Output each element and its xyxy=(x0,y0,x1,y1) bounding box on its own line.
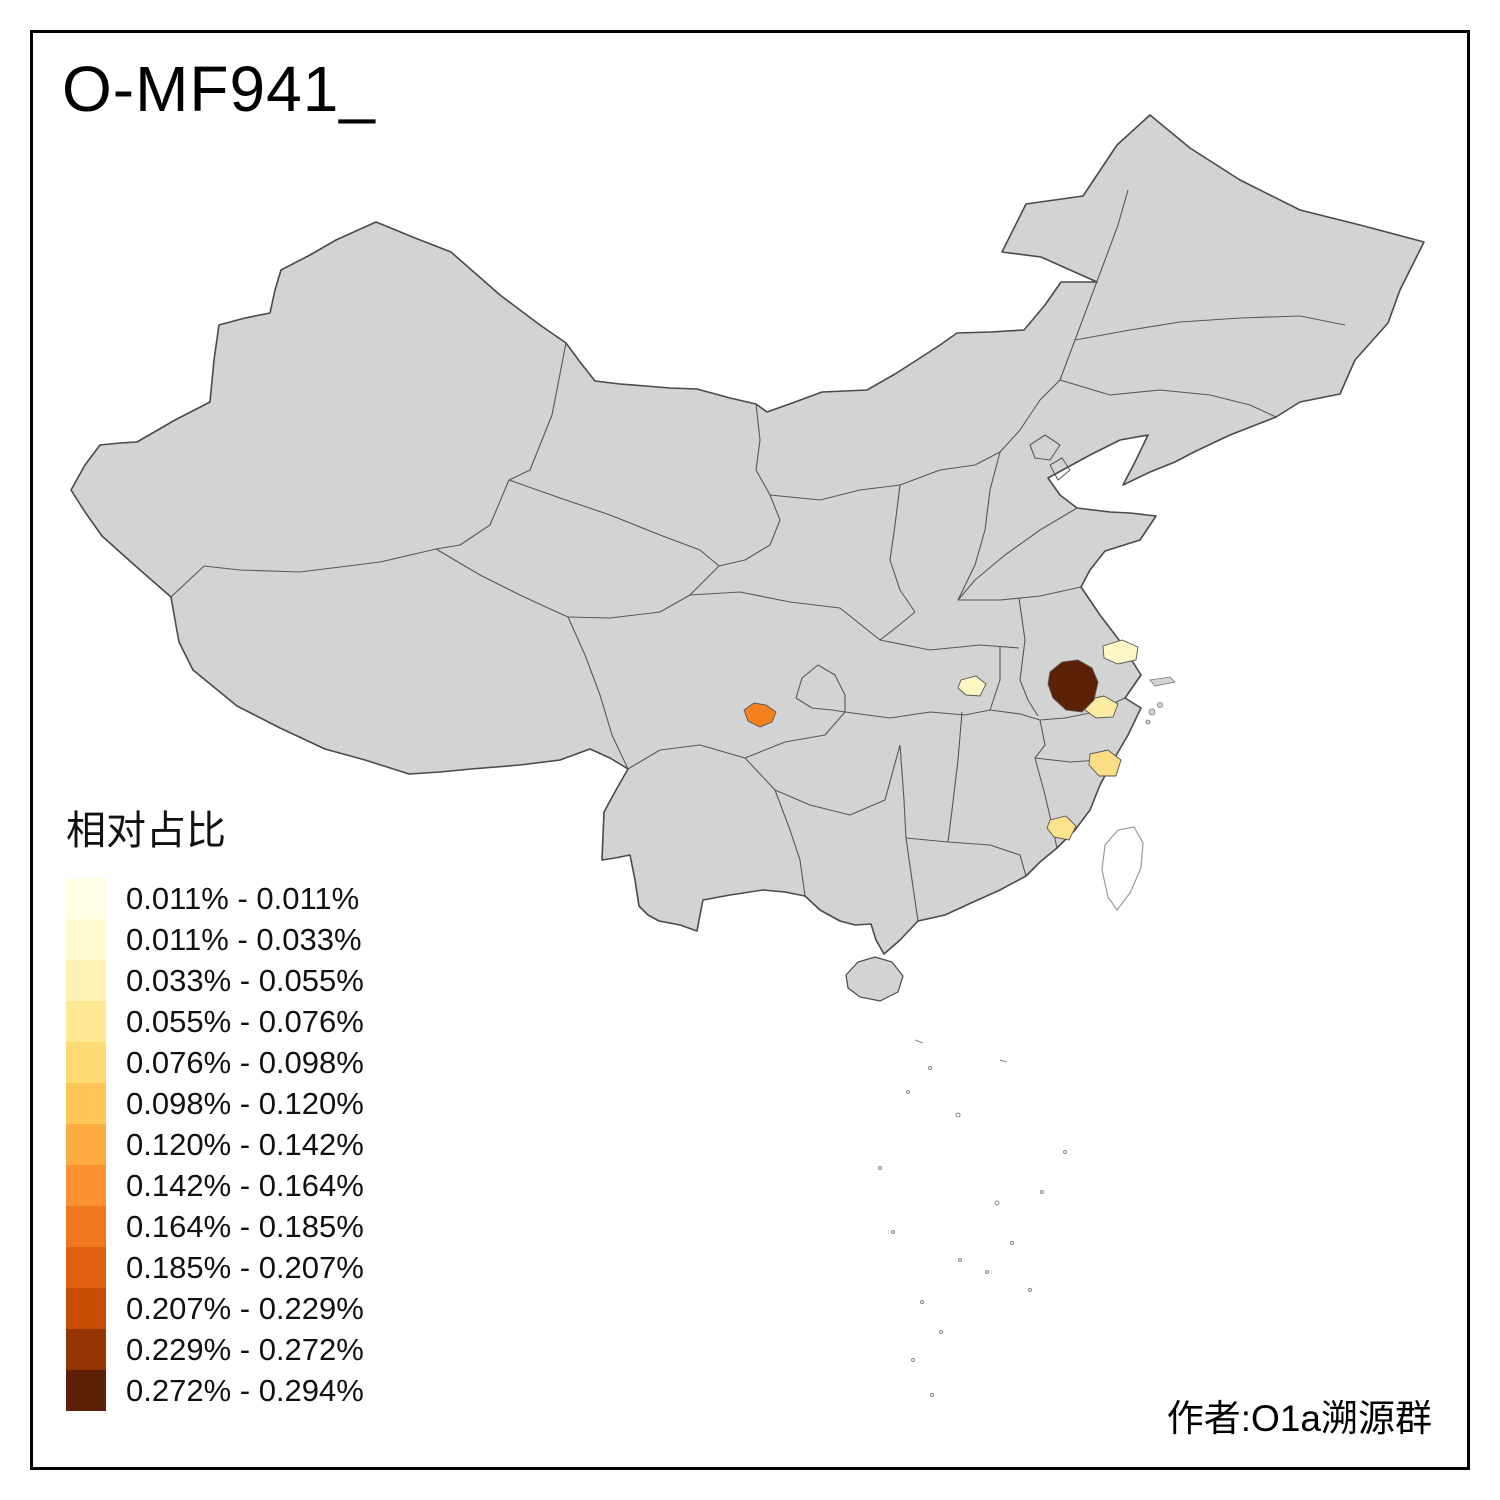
legend-item: 0.011% - 0.033% xyxy=(66,919,364,960)
highlight-regions xyxy=(743,639,1139,841)
legend-swatch xyxy=(66,1247,106,1288)
legend-item: 0.076% - 0.098% xyxy=(66,1042,364,1083)
legend-item: 0.272% - 0.294% xyxy=(66,1370,364,1411)
legend-item: 0.098% - 0.120% xyxy=(66,1083,364,1124)
legend-label: 0.185% - 0.207% xyxy=(126,1249,364,1285)
map-highlight-region xyxy=(957,675,987,697)
legend-label: 0.011% - 0.033% xyxy=(126,921,362,957)
legend-label: 0.098% - 0.120% xyxy=(126,1085,364,1121)
south-china-sea-islands xyxy=(878,1039,1067,1397)
legend-swatch xyxy=(66,960,106,1001)
legend-label: 0.055% - 0.076% xyxy=(126,1003,364,1039)
map-highlight-region xyxy=(1088,749,1122,777)
hainan-island xyxy=(845,956,904,1002)
legend-item: 0.229% - 0.272% xyxy=(66,1329,364,1370)
province-borders xyxy=(170,189,1346,922)
legend-swatch xyxy=(66,1124,106,1165)
map-highlight-region xyxy=(743,702,777,728)
china-mainland xyxy=(70,114,1425,955)
legend-swatch xyxy=(66,1370,106,1411)
legend-label: 0.142% - 0.164% xyxy=(126,1167,364,1203)
legend-item: 0.033% - 0.055% xyxy=(66,960,364,1001)
legend-item: 0.164% - 0.185% xyxy=(66,1206,364,1247)
legend-swatch xyxy=(66,919,106,960)
legend-swatch xyxy=(66,1042,106,1083)
legend-item: 0.120% - 0.142% xyxy=(66,1124,364,1165)
map-highlight-region xyxy=(1046,815,1077,841)
legend-item: 0.185% - 0.207% xyxy=(66,1247,364,1288)
legend-label: 0.033% - 0.055% xyxy=(126,962,364,998)
legend-label: 0.011% - 0.011% xyxy=(126,880,360,916)
legend-item: 0.207% - 0.229% xyxy=(66,1288,364,1329)
coastal-islands xyxy=(1145,676,1176,725)
legend-swatch xyxy=(66,1165,106,1206)
legend-swatch xyxy=(66,878,106,919)
legend-item: 0.055% - 0.076% xyxy=(66,1001,364,1042)
legend-label: 0.164% - 0.185% xyxy=(126,1208,364,1244)
legend: 相对占比 0.011% - 0.011% 0.011% - 0.033% 0.0… xyxy=(66,798,364,1411)
map-highlight-region xyxy=(1047,659,1099,713)
legend-label: 0.229% - 0.272% xyxy=(126,1331,364,1367)
legend-swatch xyxy=(66,1206,106,1247)
legend-item: 0.011% - 0.011% xyxy=(66,878,364,919)
legend-item: 0.142% - 0.164% xyxy=(66,1165,364,1206)
map-highlight-region xyxy=(1102,639,1139,665)
attribution: 作者:O1a溯源群 xyxy=(1166,1398,1432,1439)
legend-swatch xyxy=(66,1288,106,1329)
taiwan-island xyxy=(1101,826,1144,912)
legend-swatch xyxy=(66,1329,106,1370)
legend-label: 0.076% - 0.098% xyxy=(126,1044,364,1080)
legend-label: 0.272% - 0.294% xyxy=(126,1372,364,1408)
map-highlight-region xyxy=(1084,695,1119,719)
legend-label: 0.120% - 0.142% xyxy=(126,1126,364,1162)
page-title: O-MF941_ xyxy=(62,53,376,125)
legend-swatch xyxy=(66,1083,106,1124)
legend-label: 0.207% - 0.229% xyxy=(126,1290,364,1326)
legend-title: 相对占比 xyxy=(66,809,226,853)
legend-swatch xyxy=(66,1001,106,1042)
